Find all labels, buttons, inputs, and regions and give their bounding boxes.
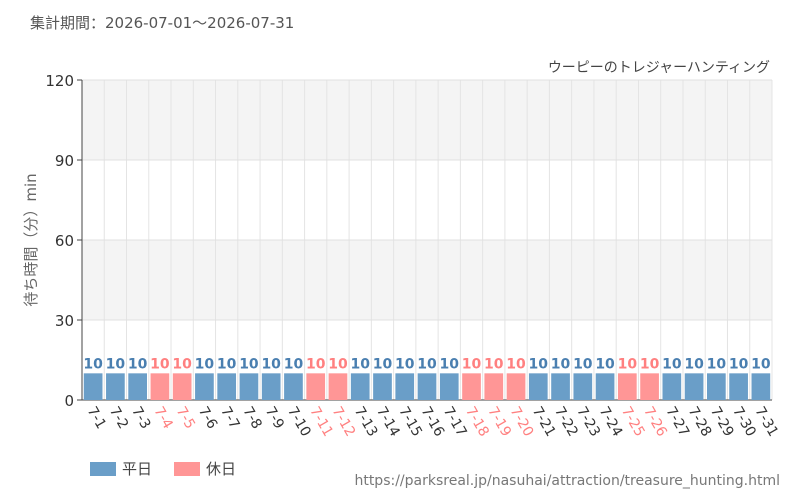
grid-band	[82, 160, 772, 240]
y-tick-label: 120	[45, 72, 74, 90]
data-label: 10	[729, 356, 749, 372]
data-label: 10	[506, 356, 526, 372]
bar	[395, 373, 415, 400]
data-label: 10	[573, 356, 593, 372]
bar	[106, 373, 125, 400]
bar	[662, 373, 682, 400]
bar	[439, 373, 459, 400]
data-label: 10	[239, 356, 259, 372]
y-tick-label: 90	[55, 152, 74, 170]
legend-swatch-weekday	[90, 461, 116, 476]
bar	[684, 373, 704, 400]
bar	[551, 373, 570, 400]
grid-band	[82, 240, 772, 320]
data-label: 10	[440, 356, 460, 372]
y-tick-label: 30	[55, 312, 74, 330]
legend-label-weekday: 平日	[122, 460, 153, 478]
bar	[617, 373, 637, 400]
data-label: 10	[707, 356, 727, 372]
bar	[195, 373, 214, 400]
bar	[128, 373, 147, 400]
source-url: https://parksreal.jp/nasuhai/attraction/…	[354, 473, 780, 489]
grid-band	[82, 80, 772, 160]
x-tick-label: 7-1	[84, 404, 109, 432]
bar	[528, 373, 548, 400]
bar	[217, 373, 237, 400]
data-label: 10	[373, 356, 393, 372]
bar	[150, 373, 170, 400]
data-label: 10	[284, 356, 304, 372]
chart-title: ウーピーのトレジャーハンティング	[548, 60, 770, 76]
bar	[284, 373, 303, 400]
data-label: 10	[150, 356, 170, 372]
bar	[595, 373, 615, 400]
bar	[306, 373, 326, 400]
data-label: 10	[106, 356, 126, 372]
bar	[261, 373, 281, 400]
data-label: 10	[328, 356, 348, 372]
x-tick-label: 7-7	[217, 404, 242, 432]
data-label: 10	[350, 356, 370, 372]
data-label: 10	[618, 356, 638, 372]
x-tick-label: 7-5	[173, 404, 198, 432]
x-tick-label: 7-4	[150, 404, 175, 432]
data-label: 10	[462, 356, 482, 372]
data-label: 10	[484, 356, 504, 372]
x-tick-label: 7-2	[106, 404, 131, 432]
legend: 平日 休日	[90, 458, 258, 479]
legend-label-holiday: 休日	[206, 460, 237, 478]
legend-swatch-holiday	[174, 461, 201, 476]
bar	[506, 373, 526, 400]
data-label: 10	[128, 356, 148, 372]
period-label: 集計期間：2026-07-01～2026-07-31	[30, 14, 295, 32]
data-label: 10	[684, 356, 704, 372]
data-label: 10	[417, 356, 437, 372]
data-label: 10	[595, 356, 615, 372]
bar	[350, 373, 370, 400]
bar	[729, 373, 748, 400]
bar	[83, 373, 103, 400]
bar	[328, 373, 348, 400]
y-axis-label: 待ち時間（分）min	[22, 173, 40, 306]
data-label: 10	[395, 356, 415, 372]
data-label: 10	[261, 356, 281, 372]
bar	[573, 373, 593, 400]
x-tick-label: 7-3	[128, 404, 153, 432]
data-label: 10	[217, 356, 237, 372]
data-label: 10	[640, 356, 660, 372]
bar	[417, 373, 437, 400]
data-label: 10	[306, 356, 326, 372]
x-tick-label: 7-9	[262, 404, 287, 432]
bar	[172, 373, 192, 400]
data-label: 10	[551, 356, 571, 372]
bar	[239, 373, 259, 400]
bar	[751, 373, 771, 400]
y-tick-label: 60	[55, 232, 74, 250]
x-tick-label: 7-8	[239, 404, 264, 432]
bar	[373, 373, 392, 400]
data-label: 10	[529, 356, 549, 372]
bar	[484, 373, 504, 400]
x-tick-label: 7-31	[751, 404, 781, 440]
bar	[462, 373, 481, 400]
data-label: 10	[83, 356, 103, 372]
y-tick-label: 0	[64, 392, 74, 410]
data-label: 10	[195, 356, 215, 372]
legend-item-weekday: 平日	[90, 458, 152, 479]
legend-item-holiday: 休日	[174, 458, 236, 479]
bar	[707, 373, 726, 400]
data-label: 10	[172, 356, 192, 372]
x-tick-label: 7-6	[195, 404, 220, 432]
data-label: 10	[662, 356, 682, 372]
bar	[640, 373, 659, 400]
data-label: 10	[751, 356, 771, 372]
